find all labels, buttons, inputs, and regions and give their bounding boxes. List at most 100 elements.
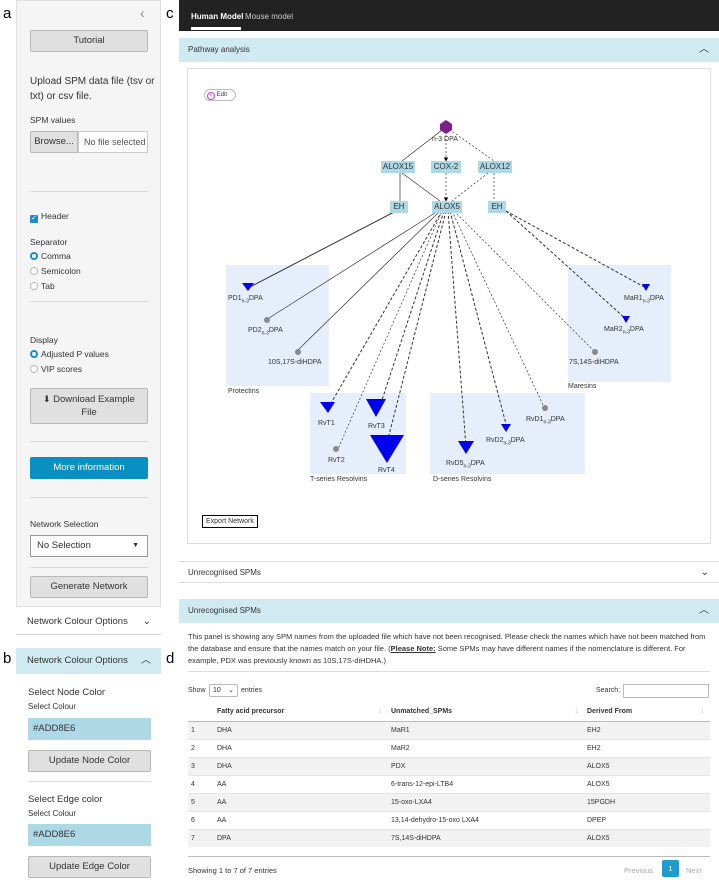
root-node-hexagon[interactable]	[440, 120, 452, 134]
edge	[247, 210, 397, 289]
enzyme-alox12[interactable]: ALOX12	[478, 161, 512, 173]
network-select[interactable]: No Selection ▼	[30, 535, 148, 557]
rvd1-circle[interactable]	[542, 405, 548, 411]
table-cell: AA	[214, 810, 388, 829]
tab-human-model[interactable]: Human Model	[191, 12, 244, 21]
pagination-next[interactable]: Next	[686, 866, 702, 875]
edge	[387, 210, 447, 440]
unmatched-spms-table: Fatty acid precursor ↕ Unmatched_SPMs ↕ De…	[188, 703, 710, 847]
enzyme-alox15[interactable]: ALOX15	[381, 161, 415, 173]
radio-label: Comma	[41, 251, 71, 261]
root-node-label: n-3 DPA	[432, 136, 458, 143]
network-select-value: No Selection	[37, 540, 91, 551]
enzyme-alox5[interactable]: ALOX5	[432, 201, 462, 213]
column-header-unmatched[interactable]: Unmatched_SPMs ↕	[388, 703, 584, 722]
network-colour-label: Network Colour Options	[27, 616, 128, 627]
pd1-label: PD1n-3DPA	[228, 295, 263, 305]
pd1-triangle[interactable]	[242, 283, 254, 291]
table-info: Showing 1 to 7 of 7 entries	[188, 866, 277, 875]
network-colour-header[interactable]: Network Colour Options ︿	[16, 648, 161, 674]
edge-color-sub: Select Colour	[28, 809, 77, 818]
column-header-precursor[interactable]: Fatty acid precursor ↕	[214, 703, 388, 722]
rvt4-triangle[interactable]	[370, 435, 404, 463]
edit-button[interactable]: ✎ Edit	[204, 89, 236, 101]
table-cell: MaR2	[388, 738, 584, 757]
network-colour-collapsed[interactable]: Network Colour Options ⌄	[16, 609, 161, 635]
pagination-page-1[interactable]: 1	[662, 860, 679, 877]
header-checkbox[interactable]: ✓ Header	[30, 211, 69, 223]
rvd2-triangle[interactable]	[501, 424, 511, 432]
table-cell: 5	[188, 792, 214, 811]
rvd1-label: RvD1n-3DPA	[526, 416, 565, 426]
browse-button[interactable]: Browse...	[30, 131, 78, 153]
generate-network-button[interactable]: Generate Network	[30, 576, 148, 598]
unrecognised-spms-collapsed[interactable]: Unrecognised SPMs ⌄	[179, 561, 719, 583]
tutorial-button[interactable]: Tutorial	[30, 30, 148, 52]
unrecognised-info-text: This panel is showing any SPM names from…	[188, 631, 713, 667]
network-selection-label: Network Selection	[30, 519, 99, 529]
edge	[380, 210, 445, 404]
more-information-button[interactable]: More information	[30, 457, 148, 479]
mar1-label: MaR1n-3DPA	[624, 295, 664, 305]
chevron-up-icon: ︿	[699, 44, 709, 55]
rvt2-label: RvT2	[328, 457, 345, 464]
t-series-label: T-series Resolvins	[310, 476, 368, 483]
mar2-triangle[interactable]	[622, 316, 630, 323]
enzyme-eh-left[interactable]: EH	[390, 201, 408, 213]
update-node-color-button[interactable]: Update Node Color	[28, 750, 151, 772]
edge	[401, 172, 441, 202]
unrecognised-spms-header[interactable]: Unrecognised SPMs ︿	[179, 599, 719, 623]
collapse-sidebar-icon[interactable]: ‹	[140, 5, 145, 21]
chevron-down-icon: ⌄	[228, 687, 234, 694]
edge	[445, 126, 495, 162]
mar1-triangle[interactable]	[642, 284, 650, 291]
m7s-circle[interactable]	[592, 349, 598, 355]
pathway-analysis-header[interactable]: Pathway analysis ︿	[179, 38, 719, 62]
panel-label-a: a	[3, 5, 12, 22]
table-row: 2 DHA MaR2 EH2	[188, 738, 710, 757]
divider	[30, 191, 148, 192]
p10s-circle[interactable]	[295, 349, 301, 355]
column-header-index[interactable]	[188, 703, 214, 722]
edge-color-input[interactable]: #ADD8E6	[28, 824, 151, 846]
edge	[337, 210, 443, 450]
table-row: 3 DHA PDX ALOX5	[188, 756, 710, 775]
table-cell: 7S,14S-diHDPA	[388, 828, 584, 847]
node-color-title: Select Node Color	[28, 687, 106, 698]
network-graph[interactable]: ✎ Edit	[187, 68, 711, 544]
radio-vip[interactable]: VIP scores	[30, 364, 82, 374]
tab-mouse-model[interactable]: Mouse model	[245, 12, 294, 21]
download-example-button[interactable]: ⬇ Download Example File	[30, 388, 148, 424]
edge	[449, 210, 507, 425]
divider	[188, 671, 710, 672]
panel-label-c: c	[166, 5, 174, 22]
update-edge-color-button[interactable]: Update Edge Color	[28, 856, 151, 878]
node-color-input[interactable]: #ADD8E6	[28, 718, 151, 740]
chevron-down-icon: ⌄	[142, 616, 151, 627]
pd2-circle[interactable]	[264, 317, 270, 323]
file-name-field[interactable]: No file selected	[78, 131, 148, 153]
rvt2-circle[interactable]	[333, 446, 339, 452]
rvt3-triangle[interactable]	[366, 399, 386, 417]
rvd5-triangle[interactable]	[458, 441, 474, 454]
table-cell: AA	[214, 774, 388, 793]
table-search-input[interactable]	[623, 684, 709, 698]
sort-icon: ↕	[700, 708, 705, 716]
table-cell: EH2	[584, 720, 710, 739]
radio-adjusted-p[interactable]: Adjusted P values	[30, 349, 109, 359]
radio-semicolon[interactable]: Semicolon	[30, 266, 81, 276]
radio-comma[interactable]: Comma	[30, 251, 71, 261]
entries-select[interactable]: 10 ⌄	[209, 684, 238, 697]
active-tab-indicator	[191, 27, 241, 30]
export-network-button[interactable]: Export Network	[202, 515, 258, 528]
enzyme-eh-right[interactable]: EH	[488, 201, 506, 213]
column-header-derived[interactable]: Derived From ↕	[584, 703, 710, 722]
rvt1-triangle[interactable]	[320, 402, 335, 413]
table-row: 6 AA 13,14-dehydro-15-oxo LXA4 DPEP	[188, 810, 710, 829]
pagination-previous[interactable]: Previous	[624, 866, 654, 875]
unrecognised-collapsed-title: Unrecognised SPMs	[188, 568, 261, 577]
enzyme-cox2[interactable]: COX-2	[431, 161, 461, 173]
radio-tab[interactable]: Tab	[30, 281, 55, 291]
column-header-text: Fatty acid precursor	[217, 708, 285, 716]
radio-icon	[30, 282, 38, 290]
